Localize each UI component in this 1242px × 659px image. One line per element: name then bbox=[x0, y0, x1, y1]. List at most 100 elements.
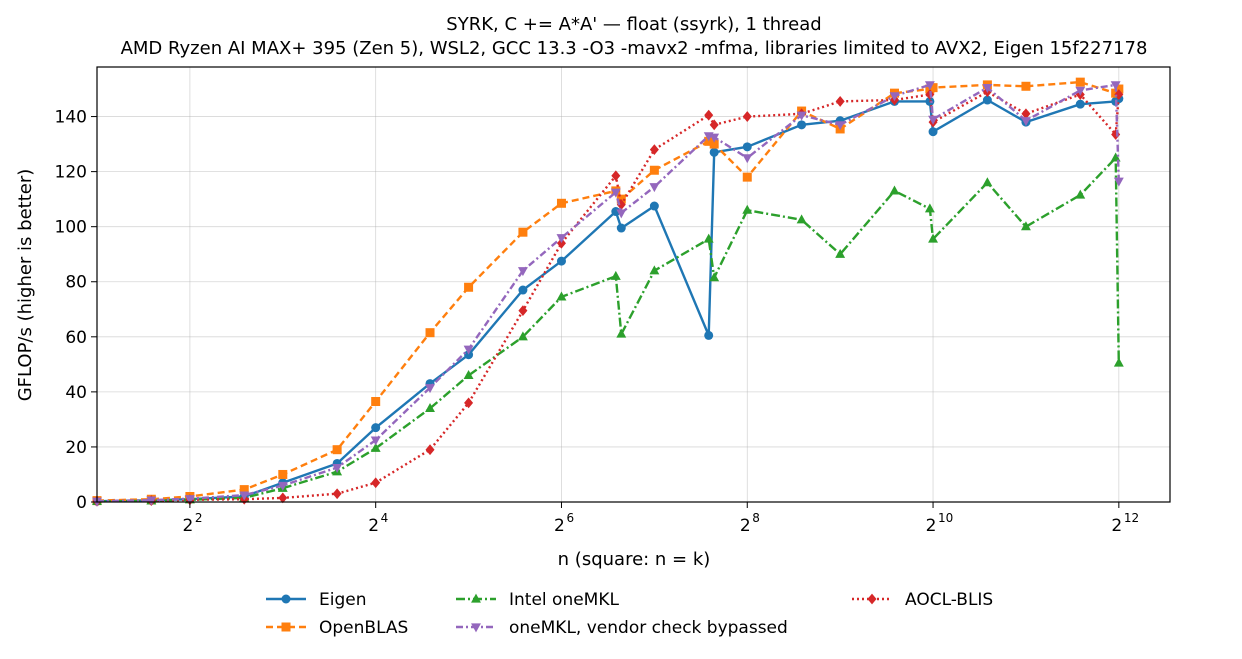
data-point bbox=[889, 92, 900, 102]
data-point bbox=[517, 331, 528, 341]
data-point bbox=[556, 256, 566, 266]
data-point bbox=[464, 350, 474, 360]
data-point bbox=[742, 172, 752, 182]
legend-item-eigen: Eigen bbox=[266, 590, 367, 610]
data-point bbox=[1114, 89, 1124, 100]
data-point bbox=[278, 492, 288, 504]
x-axis-label: n (square: n = k) bbox=[558, 549, 711, 570]
data-point bbox=[239, 485, 249, 495]
data-point bbox=[616, 194, 626, 204]
data-point bbox=[928, 127, 938, 137]
x-tick-label: 2 bbox=[554, 516, 565, 536]
data-point bbox=[709, 272, 720, 282]
data-point bbox=[704, 109, 714, 121]
data-point bbox=[982, 177, 993, 187]
y-tick-label: 80 bbox=[65, 273, 87, 293]
data-point bbox=[518, 227, 528, 237]
x-tick-exponent: 8 bbox=[752, 511, 760, 525]
data-point bbox=[611, 207, 621, 217]
data-point bbox=[1021, 81, 1031, 91]
data-point bbox=[649, 183, 660, 193]
y-tick-label: 40 bbox=[65, 383, 87, 403]
legend-item-aocl-blis: AOCL-BLIS bbox=[852, 590, 993, 610]
data-point bbox=[616, 328, 627, 338]
data-point bbox=[518, 305, 528, 317]
data-point bbox=[709, 119, 719, 131]
data-point bbox=[982, 95, 992, 105]
data-point bbox=[742, 142, 752, 152]
legend-label: Eigen bbox=[319, 590, 367, 610]
legend-marker bbox=[471, 593, 481, 603]
data-point bbox=[1021, 108, 1031, 120]
data-point bbox=[616, 223, 626, 233]
chart-subtitle: AMD Ryzen AI MAX+ 395 (Zen 5), WSL2, GCC… bbox=[121, 38, 1148, 59]
x-tick-exponent: 6 bbox=[566, 511, 574, 525]
data-point bbox=[1075, 86, 1086, 96]
x-tick-exponent: 12 bbox=[1124, 511, 1139, 525]
data-point bbox=[1020, 117, 1031, 127]
data-point bbox=[1113, 177, 1124, 187]
data-point bbox=[928, 83, 938, 93]
data-point bbox=[835, 96, 845, 107]
data-point bbox=[610, 188, 621, 198]
legend-item-intel-onemkl: Intel oneMKL bbox=[456, 590, 619, 610]
legend-marker bbox=[281, 622, 291, 632]
data-point bbox=[704, 330, 714, 340]
data-point bbox=[556, 291, 567, 301]
y-tick-label: 120 bbox=[55, 163, 87, 183]
data-point bbox=[982, 84, 993, 94]
x-tick-exponent: 4 bbox=[381, 511, 389, 525]
data-point bbox=[517, 267, 528, 277]
data-point bbox=[464, 397, 474, 409]
data-point bbox=[1075, 189, 1086, 199]
legend-marker bbox=[281, 594, 291, 604]
data-point bbox=[371, 423, 381, 433]
data-point bbox=[332, 463, 343, 473]
legend-label: oneMKL, vendor check bypassed bbox=[509, 618, 788, 638]
plot-frame bbox=[96, 66, 1171, 503]
data-point bbox=[556, 237, 566, 249]
data-point bbox=[1110, 152, 1121, 162]
legend: Eigen OpenBLAS Intel oneMKL oneMKL, vendor … bbox=[266, 590, 993, 638]
data-point bbox=[889, 185, 900, 195]
data-point bbox=[924, 81, 935, 91]
data-point bbox=[184, 495, 195, 505]
data-point bbox=[703, 233, 714, 243]
data-point bbox=[835, 248, 846, 258]
y-tick-label: 60 bbox=[65, 328, 87, 348]
data-point bbox=[704, 136, 714, 146]
x-tick-label: 2 bbox=[368, 516, 379, 536]
data-point bbox=[146, 496, 157, 506]
data-point bbox=[709, 147, 719, 157]
data-point bbox=[611, 170, 621, 182]
y-tick-label: 100 bbox=[55, 218, 87, 238]
x-tick-label: 2 bbox=[926, 516, 937, 536]
data-point bbox=[649, 201, 659, 211]
data-point bbox=[1110, 81, 1121, 91]
x-tick-label: 2 bbox=[1111, 516, 1122, 536]
data-point bbox=[1020, 221, 1031, 231]
legend-item-openblas: OpenBLAS bbox=[266, 618, 408, 638]
data-point bbox=[371, 477, 381, 489]
y-tick-label: 0 bbox=[76, 493, 87, 513]
data-point bbox=[742, 111, 752, 122]
data-point bbox=[463, 345, 474, 355]
data-point bbox=[1114, 84, 1124, 94]
data-point bbox=[463, 369, 474, 379]
data-point bbox=[649, 165, 659, 175]
y-tick-label: 20 bbox=[65, 438, 87, 458]
data-point bbox=[928, 233, 938, 243]
data-point bbox=[796, 214, 807, 224]
data-point bbox=[556, 234, 567, 244]
data-point bbox=[370, 436, 381, 446]
data-point bbox=[616, 199, 626, 211]
series-line bbox=[96, 83, 1120, 503]
legend-marker bbox=[471, 623, 481, 633]
data-point bbox=[1075, 77, 1085, 87]
x-tick-label: 2 bbox=[182, 516, 193, 536]
legend-marker bbox=[867, 593, 877, 605]
data-point bbox=[928, 115, 938, 125]
data-point bbox=[742, 154, 753, 164]
